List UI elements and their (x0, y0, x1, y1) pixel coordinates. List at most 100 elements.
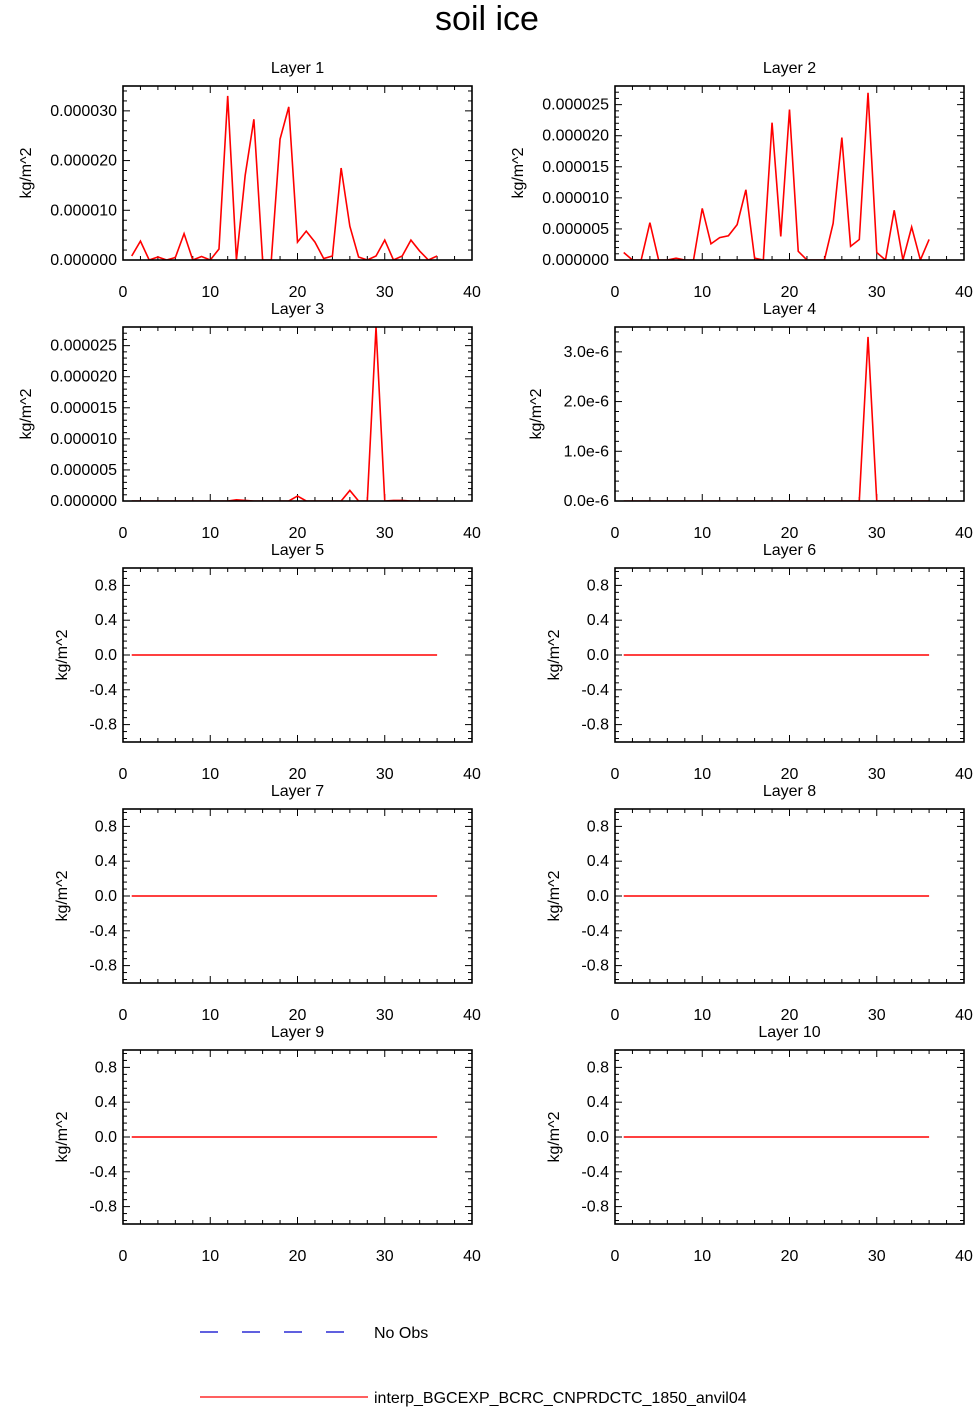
x-tick-label: 0 (611, 284, 620, 301)
y-tick-label: 0.000020 (50, 369, 117, 386)
x-tick-label: 20 (289, 525, 307, 542)
series-line (623, 92, 930, 260)
panel-title: Layer 5 (271, 542, 324, 559)
y-tick-label: -0.8 (581, 1199, 609, 1216)
x-tick-label: 20 (781, 1007, 799, 1024)
x-tick-label: 40 (955, 1007, 973, 1024)
x-tick-label: 30 (868, 525, 886, 542)
x-tick-label: 20 (781, 1248, 799, 1265)
x-tick-label: 40 (463, 766, 481, 783)
x-tick-label: 0 (119, 1248, 128, 1265)
y-axis-label: kg/m^2 (510, 147, 527, 198)
panel-layer-10: Layer 10 0 10 20 30 40 -0.8 -0.4 0.0 0.4 0.8 kg/m^2 (546, 1024, 973, 1265)
x-tick-label: 20 (289, 766, 307, 783)
plot-frame (122, 326, 473, 502)
y-tick-label: -0.4 (89, 1164, 117, 1181)
plot-frame (614, 1049, 965, 1225)
y-tick-label: 0.4 (587, 853, 609, 870)
x-tick-label: 10 (201, 525, 219, 542)
panel-layer-4: Layer 4 0 10 20 30 40 0.0e-6 1.0e-6 2.0e-6 3.0e-6… (528, 301, 973, 542)
y-tick-label: 0.000010 (50, 431, 117, 448)
panel-layer-5: Layer 5 0 10 20 30 40 -0.8 -0.4 0.0 0.4 0.8 kg/m^2 (54, 542, 481, 783)
y-tick-label: 0.8 (587, 577, 609, 594)
x-tick-label: 30 (376, 1248, 394, 1265)
y-axis-label: kg/m^2 (546, 629, 563, 680)
x-tick-label: 20 (781, 766, 799, 783)
plot-frame (122, 567, 473, 743)
x-tick-label: 10 (201, 1007, 219, 1024)
x-tick-label: 0 (611, 525, 620, 542)
x-tick-label: 40 (955, 1248, 973, 1265)
y-tick-label: 0.000005 (542, 221, 609, 238)
y-tick-label: 0.000010 (542, 190, 609, 207)
y-tick-label: 0.000000 (50, 493, 117, 510)
y-axis-label: kg/m^2 (54, 629, 71, 680)
y-tick-label: 0.000025 (542, 97, 609, 114)
plot-frame (122, 1049, 473, 1225)
plot-frame (122, 808, 473, 984)
y-tick-label: 0.0 (587, 1129, 609, 1146)
x-tick-label: 30 (868, 1007, 886, 1024)
y-axis-label: kg/m^2 (18, 388, 35, 439)
y-tick-label: 0.0 (95, 1129, 117, 1146)
x-tick-label: 40 (463, 284, 481, 301)
x-tick-label: 20 (289, 1248, 307, 1265)
y-tick-label: 0.000020 (50, 153, 117, 170)
y-axis-label: kg/m^2 (546, 1111, 563, 1162)
x-tick-label: 10 (693, 766, 711, 783)
x-tick-label: 20 (781, 525, 799, 542)
panel-title: Layer 3 (271, 301, 324, 318)
panel-title: Layer 2 (763, 60, 816, 77)
legend: No Obs interp_BGCEXP_BCRC_CNPRDCTC_1850_… (200, 1325, 747, 1407)
y-tick-label: -0.8 (581, 958, 609, 975)
y-tick-label: -0.4 (89, 923, 117, 940)
x-tick-label: 30 (868, 766, 886, 783)
panel-title: Layer 4 (763, 301, 816, 318)
x-tick-label: 30 (376, 284, 394, 301)
y-tick-label: -0.4 (581, 1164, 609, 1181)
y-tick-label: 0.8 (587, 818, 609, 835)
y-tick-label: -0.8 (581, 717, 609, 734)
y-axis-label: kg/m^2 (54, 870, 71, 921)
series-line (131, 327, 438, 501)
y-axis-label: kg/m^2 (528, 388, 545, 439)
y-tick-label: 0.4 (587, 1094, 609, 1111)
panel-layer-2: Layer 2 0 10 20 30 40 0.000000 0.000005 0.000010… (510, 60, 973, 301)
y-tick-label: -0.8 (89, 1199, 117, 1216)
y-tick-label: 0.0 (587, 647, 609, 664)
plot-frame (614, 808, 965, 984)
y-tick-label: 0.000020 (542, 128, 609, 145)
x-tick-label: 10 (693, 525, 711, 542)
y-tick-label: 0.0 (587, 888, 609, 905)
x-tick-label: 40 (955, 284, 973, 301)
x-tick-label: 10 (693, 1007, 711, 1024)
y-tick-label: 0.8 (587, 1059, 609, 1076)
x-tick-label: 30 (868, 284, 886, 301)
panel-title: Layer 1 (271, 60, 324, 77)
y-tick-label: 0.8 (95, 818, 117, 835)
x-tick-label: 20 (289, 1007, 307, 1024)
x-tick-label: 0 (119, 766, 128, 783)
legend-model-label: interp_BGCEXP_BCRC_CNPRDCTC_1850_anvil04 (374, 1390, 747, 1407)
y-tick-label: 0.8 (95, 577, 117, 594)
series-line (623, 336, 930, 501)
panel-grid: Layer 10 10 20 30 400.0000000.0000100.000020… (18, 60, 973, 1265)
plot-frame (614, 567, 965, 743)
y-tick-label: 3.0e-6 (564, 344, 609, 361)
y-tick-label: 0.0 (95, 888, 117, 905)
x-tick-label: 30 (376, 766, 394, 783)
x-tick-label: 10 (693, 284, 711, 301)
x-tick-label: 10 (201, 1248, 219, 1265)
y-tick-label: 0.000005 (50, 462, 117, 479)
x-tick-label: 40 (463, 1007, 481, 1024)
y-tick-label: 0.4 (587, 612, 609, 629)
plot-frame (122, 85, 473, 261)
panel-title: Layer 10 (758, 1024, 820, 1041)
x-tick-label: 0 (611, 1248, 620, 1265)
x-tick-label: 0 (611, 1007, 620, 1024)
x-tick-label: 10 (693, 1248, 711, 1265)
x-tick-label: 40 (463, 1248, 481, 1265)
y-tick-label: 0.8 (95, 1059, 117, 1076)
y-tick-label: 0.000030 (50, 103, 117, 120)
